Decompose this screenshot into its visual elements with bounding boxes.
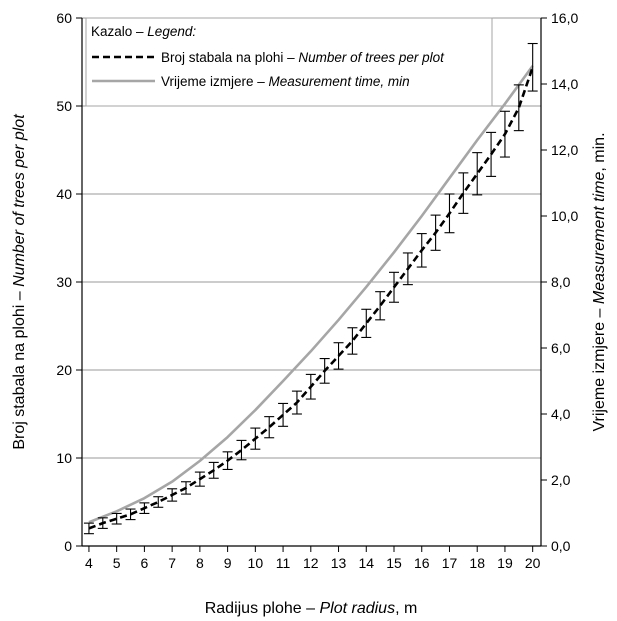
x-tick-label-10: 10 [248,555,264,571]
right-y-tick-label-3: 6,0 [551,340,571,356]
legend-title-italic: Legend: [147,24,196,39]
left-y-tick-label-60: 60 [56,10,72,26]
error-bar-19.5 [513,84,524,132]
x-axis-ticks: 4 5 6 7 8 9 10 11 12 13 14 15 16 17 18 19 20 [85,546,541,571]
left-y-axis-ticks: 0 10 20 30 40 50 60 [56,10,82,554]
right-y-axis-title-main: Vrijeme izmjere – [591,304,608,431]
right-y-tick-label-0: 0,0 [551,538,571,554]
x-tick-label-11: 11 [276,555,291,571]
right-y-axis-title-tail: , min. [591,132,608,171]
legend-title: Kazalo – Legend: [91,24,196,39]
x-tick-label-5: 5 [113,555,121,571]
right-y-tick-label-7: 14,0 [551,76,578,92]
error-bar-9.5 [236,439,247,461]
x-axis-title: Radijus plohe – Plot radius, m [205,600,418,617]
x-tick-label-15: 15 [386,555,402,571]
left-y-tick-label-50: 50 [56,98,72,114]
error-bar-20 [527,42,538,92]
left-y-tick-label-40: 40 [56,186,72,202]
right-y-tick-label-2: 4,0 [551,406,571,422]
x-tick-label-9: 9 [224,555,232,571]
x-axis-title-tail: , m [395,600,417,617]
x-tick-label-12: 12 [303,555,319,571]
error-bar-5 [111,512,122,525]
right-y-tick-label-5: 10,0 [551,208,578,224]
legend-entry-time-italic: Measurement time, min [269,74,410,89]
left-y-axis-title-italic: Number of trees per plot [11,114,28,287]
x-tick-label-19: 19 [497,555,513,571]
x-tick-label-17: 17 [442,555,458,571]
error-bar-14 [361,308,372,338]
x-tick-label-8: 8 [196,555,204,571]
error-bar-13.5 [347,327,358,355]
left-y-tick-label-0: 0 [64,538,72,554]
right-y-tick-label-8: 16,0 [551,10,578,26]
right-y-axis-ticks: 0,0 2,0 4,0 6,0 8,0 10,0 12,0 14,0 16,0 [541,10,578,554]
x-tick-label-18: 18 [469,555,485,571]
left-y-axis-title-main: Broj stabala na plohi – [11,287,28,450]
right-y-axis-title: Vrijeme izmjere – Measurement time, min. [591,132,608,431]
left-y-axis-title: Broj stabala na plohi – Number of trees … [11,114,28,450]
left-y-tick-label-10: 10 [56,450,72,466]
legend-box [85,17,493,107]
x-axis-title-italic: Plot radius [319,600,395,617]
legend-title-main: Kazalo – [91,24,147,39]
x-tick-label-4: 4 [85,555,93,571]
error-bar-5.5 [125,508,136,521]
error-bar-17.5 [458,172,469,214]
legend-entry-trees: Broj stabala na plohi – Number of trees … [161,50,445,65]
right-y-axis-title-italic: Measurement time [591,172,608,305]
x-tick-label-13: 13 [331,555,347,571]
x-axis-title-main: Radijus plohe – [205,600,320,617]
series-line-number-of-trees [88,66,534,530]
legend-entry-trees-main: Broj stabala na plohi – [161,50,298,65]
error-bar-10.5 [264,416,275,439]
right-y-tick-label-4: 8,0 [551,274,571,290]
x-tick-label-16: 16 [414,555,430,571]
x-tick-label-20: 20 [525,555,541,571]
series [83,42,538,535]
legend-entry-time: Vrijeme izmjere – Measurement time, min [161,74,410,89]
left-y-tick-label-30: 30 [56,274,72,290]
error-bar-6.5 [153,496,164,508]
x-tick-label-6: 6 [141,555,149,571]
legend: Kazalo – Legend: Broj stabala na plohi –… [85,17,493,107]
legend-entry-trees-italic: Number of trees per plot [298,50,445,65]
legend-entry-time-main: Vrijeme izmjere – [161,74,269,89]
left-y-tick-label-20: 20 [56,362,72,378]
right-y-tick-label-1: 2,0 [551,472,571,488]
right-y-tick-label-6: 12,0 [551,142,578,158]
error-bar-18 [472,152,483,196]
series-line-measurement-time [88,65,534,524]
error-bar-11 [278,402,289,427]
error-bar-14.5 [375,291,386,321]
x-tick-label-7: 7 [168,555,176,571]
x-tick-label-14: 14 [358,555,374,571]
